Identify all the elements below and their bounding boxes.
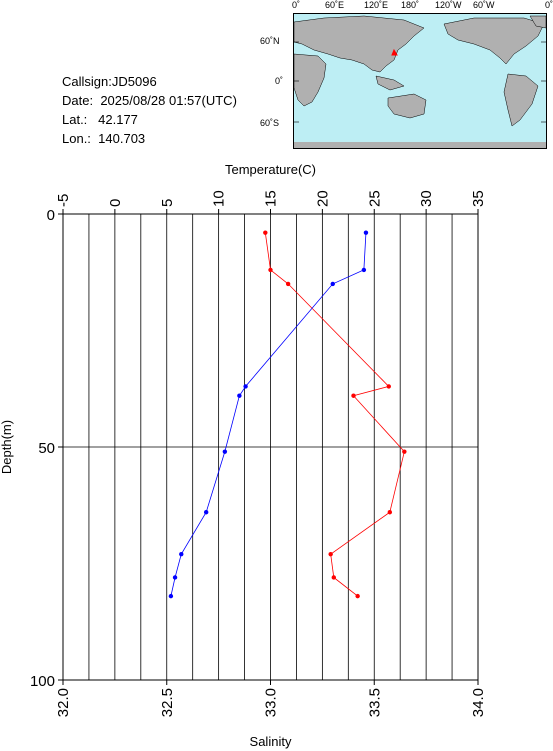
temperature-point [402,449,407,454]
temperature-tick-label: -5 [55,194,72,207]
temperature-point [386,384,391,389]
land-sea-islands [375,75,405,91]
date-value: 2025/08/28 01:57(UTC) [100,93,237,108]
land-north-america [443,17,545,65]
date-line: Date: 2025/08/28 01:57(UTC) [62,91,237,110]
temperature-point [328,551,333,557]
salinity-line [170,232,367,597]
map-frame-ticks [294,41,546,123]
station-marker [391,48,398,56]
map-lon-label: 60˚E [325,0,345,10]
map-longitude-labels: 0˚ 60˚E 120˚E 180˚ 120˚W 60˚W 0˚ [280,0,553,12]
salinity-tick-label: 32.0 [55,688,72,717]
lat-label: Lat.: [62,112,88,127]
temperature-point [263,230,268,235]
map-lat-label: 60˚N [260,36,280,46]
salinity-point [172,575,178,580]
map-lon-label: 0˚ [292,0,301,10]
land-eurasia [293,15,425,73]
temperature-tick-label: 15 [263,190,280,207]
map-lon-label: 60˚W [473,0,495,10]
salinity-tick-label: 33.0 [263,688,280,717]
land-australia [387,93,427,119]
salinity-point [222,449,228,454]
salinity-point [361,267,367,273]
callsign-line: Callsign:JD5096 [62,72,237,91]
salinity-point [179,551,184,557]
depth-axis-title: Depth(m) [0,420,14,474]
temperature-axis-title: Temperature(C) [225,162,316,177]
salinity-point [237,393,242,398]
salinity-axis-title: Salinity [250,734,292,749]
land-africa [293,53,327,107]
temperature-point [355,593,360,599]
salinity-tick-label: 32.5 [159,688,176,717]
temperature-tick-label: 20 [314,190,331,207]
salinity-point [243,384,248,389]
callsign-label: Callsign: [62,74,112,89]
salinity-point [168,593,174,599]
salinity-point [330,281,335,287]
salinity-point [363,230,369,235]
map-lon-label: 120˚W [435,0,462,10]
depth-tick-label: 100 [30,673,55,690]
temperature-point [285,281,291,287]
land-south-america [503,73,539,127]
station-info: Callsign:JD5096 Date: 2025/08/28 01:57(U… [62,72,237,148]
lon-line: Lon.: 140.703 [62,129,237,148]
map-lon-label: 180˚ [401,0,420,10]
temperature-tick-label: 10 [211,190,228,207]
temperature-tick-label: 0 [107,199,124,207]
salinity-tick-label: 33.5 [366,688,383,717]
map-lat-label: 0˚ [275,76,284,86]
world-map-land [293,15,547,148]
temperature-point [351,393,356,398]
world-map [293,13,547,149]
lon-label: Lon.: [62,131,91,146]
temperature-tick-label: 35 [470,190,487,207]
map-lon-label: 120˚E [364,0,389,10]
map-lon-label: 0˚ [545,0,553,10]
temperature-tick-label: 5 [159,199,176,207]
depth-tick-label: 0 [47,207,55,224]
temperature-tick-label: 30 [418,190,435,207]
lat-value: 42.177 [98,112,138,127]
date-label: Date: [62,93,94,108]
lat-line: Lat.: 42.177 [62,110,237,129]
temperature-tick-label: 25 [366,190,383,207]
temperature-line [264,232,405,597]
depth-tick-label: 50 [38,440,55,457]
lon-value: 140.703 [98,131,146,146]
salinity-tick-label: 34.0 [470,688,487,717]
temperature-point [268,267,273,273]
callsign-value: JD5096 [111,74,157,89]
temperature-point [331,575,336,580]
temperature-point [387,510,393,515]
map-lat-label: 60˚S [260,118,280,128]
land-antarctica [294,142,546,148]
salinity-point [203,510,209,515]
